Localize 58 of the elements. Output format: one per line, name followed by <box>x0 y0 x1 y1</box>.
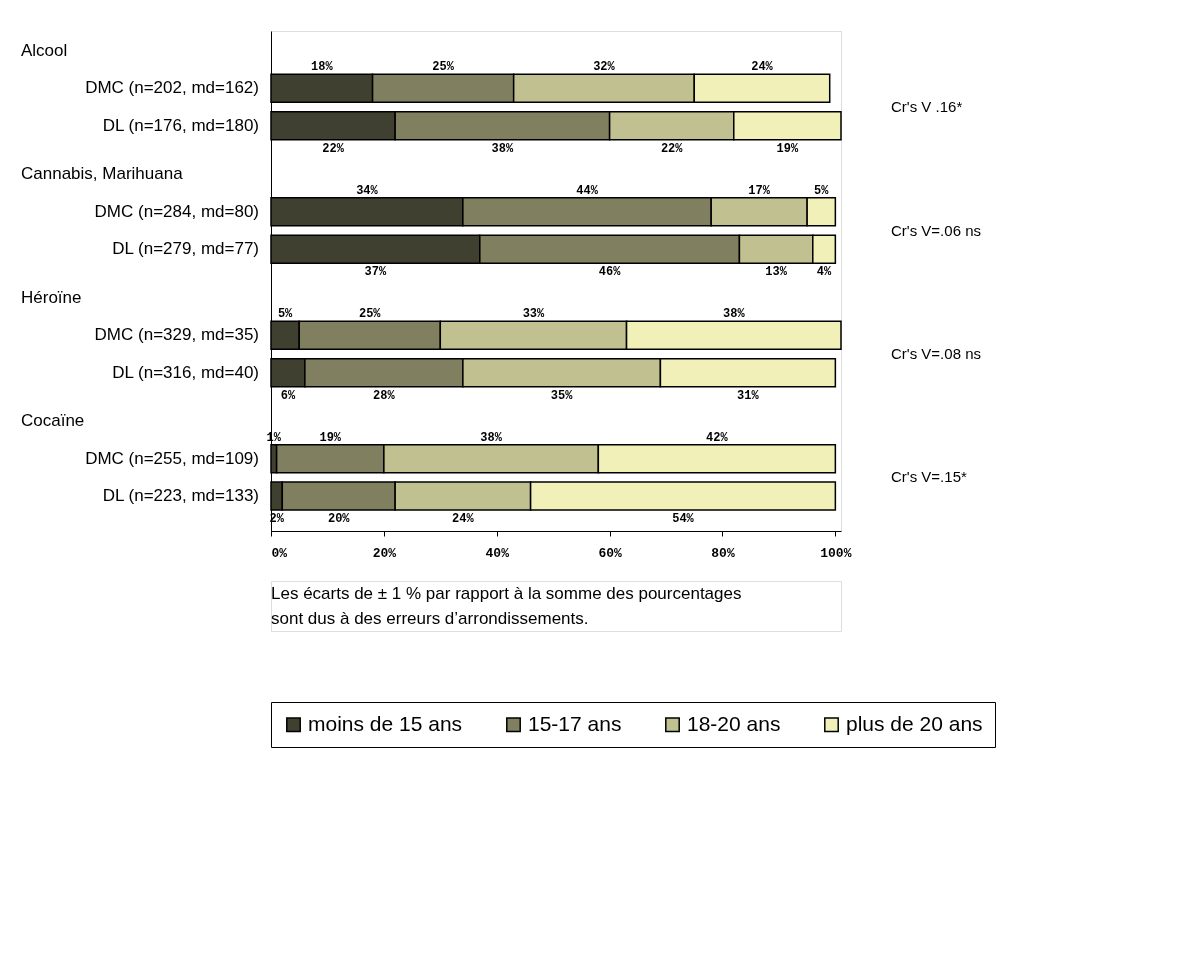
text: Cr's V=.15* <box>891 468 967 486</box>
text: Cannabis, Marihuana <box>21 164 184 184</box>
text: sont dus à des erreurs d’arrondissements. <box>271 608 589 628</box>
x-tick-label: 100% <box>820 545 852 561</box>
data-label: 24% <box>452 512 475 527</box>
x-tick-label: 80% <box>711 545 735 561</box>
legend-label: 18-20 ans <box>687 711 781 735</box>
data-label: 22% <box>322 141 345 156</box>
text: Les écarts de ± 1 % par rapport à la somme des pourcentages <box>271 583 742 603</box>
legend-label: moins de 15 ans <box>308 711 463 735</box>
data-label: 13% <box>765 265 788 280</box>
data-label: 33% <box>522 307 546 322</box>
data-label: 34% <box>356 183 379 198</box>
data-label: 32% <box>593 60 616 75</box>
data-label: 5% <box>814 183 830 198</box>
y-tick-label: DMC (n=255, md=109) <box>85 448 259 468</box>
legend-label: plus de 20 ans <box>846 711 983 735</box>
data-label: 4% <box>816 265 833 280</box>
data-label: 46% <box>598 265 622 280</box>
data-label: 22% <box>660 141 684 156</box>
text: Cr's V .16* <box>891 98 963 116</box>
x-tick-label: 20% <box>372 545 397 561</box>
data-label: 28% <box>373 388 396 403</box>
data-label: 44% <box>576 183 599 198</box>
data-label: 5% <box>277 307 294 322</box>
y-tick-label: DMC (n=284, md=80) <box>94 201 259 221</box>
data-label: 17% <box>748 183 771 198</box>
y-tick-label: DL (n=176, md=180) <box>102 115 259 135</box>
text: Cocaïne <box>21 411 85 431</box>
x-tick-label: 0% <box>271 545 288 561</box>
data-label: 54% <box>672 512 695 527</box>
data-label: 6% <box>280 388 296 403</box>
data-label: 38% <box>491 141 514 156</box>
data-label: 37% <box>364 265 387 280</box>
data-label: 18% <box>310 60 334 75</box>
text: Héroïne <box>21 287 82 307</box>
data-label: 31% <box>737 388 760 403</box>
data-label: 25% <box>432 60 455 75</box>
data-label: 25% <box>358 307 382 322</box>
data-label: 24% <box>751 60 774 75</box>
text: Cr's V=.06 ns <box>891 221 981 239</box>
y-tick-label: DL (n=223, md=133) <box>102 486 259 506</box>
y-tick-label: DL (n=279, md=77) <box>112 239 259 259</box>
x-tick-label: 40% <box>485 545 510 561</box>
x-tick-label: 60% <box>598 545 623 561</box>
data-label: 38% <box>480 430 503 445</box>
data-label: 38% <box>722 307 746 322</box>
data-label: 20% <box>327 512 351 527</box>
data-label: 19% <box>776 141 799 156</box>
legend-label: 15-17 ans <box>528 711 622 735</box>
y-tick-label: DMC (n=202, md=162) <box>85 78 259 98</box>
data-label: 19% <box>319 430 342 445</box>
text: Cr's V=.08 ns <box>891 344 981 362</box>
data-label: 42% <box>706 430 729 445</box>
y-tick-label: DMC (n=329, md=35) <box>94 325 259 345</box>
text: Alcool <box>21 40 68 60</box>
data-label: 35% <box>550 388 574 403</box>
y-tick-label: DL (n=316, md=40) <box>112 362 259 382</box>
